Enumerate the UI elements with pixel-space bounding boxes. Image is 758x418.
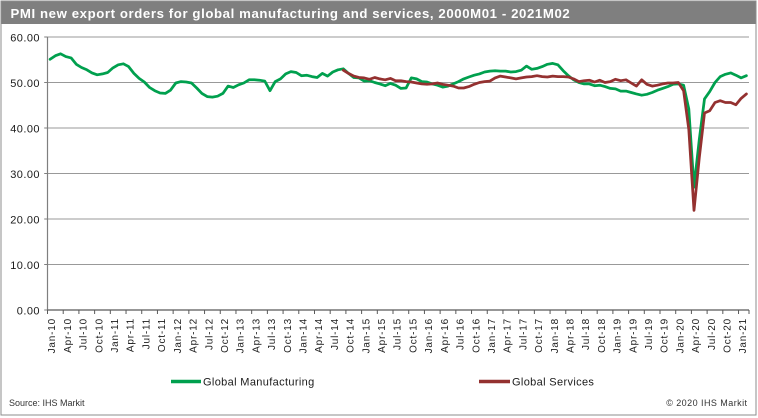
svg-text:Apr-20: Apr-20 — [691, 318, 702, 353]
svg-text:Apr-13: Apr-13 — [251, 318, 262, 353]
svg-text:Global Services: Global Services — [512, 377, 594, 389]
svg-text:Apr-11: Apr-11 — [126, 318, 137, 352]
svg-text:Jan-13: Jan-13 — [236, 318, 247, 353]
svg-text:Jan-18: Jan-18 — [550, 318, 561, 353]
svg-text:Jan-12: Jan-12 — [173, 318, 184, 353]
svg-text:Oct-17: Oct-17 — [534, 318, 545, 353]
svg-text:Apr-12: Apr-12 — [189, 318, 200, 353]
svg-text:Apr-17: Apr-17 — [503, 318, 514, 353]
svg-text:Jul-13: Jul-13 — [267, 318, 278, 350]
svg-text:Apr-14: Apr-14 — [314, 318, 325, 353]
svg-text:50.00: 50.00 — [10, 78, 40, 90]
svg-text:Jul-12: Jul-12 — [204, 318, 215, 350]
svg-text:10.00: 10.00 — [10, 260, 40, 272]
svg-text:0.00: 0.00 — [17, 305, 40, 317]
svg-text:Source: IHS Markit: Source: IHS Markit — [9, 398, 85, 408]
svg-text:Oct-20: Oct-20 — [723, 318, 734, 353]
svg-text:Oct-15: Oct-15 — [408, 318, 419, 353]
svg-text:Jul-16: Jul-16 — [456, 318, 467, 350]
svg-text:Oct-10: Oct-10 — [94, 318, 105, 353]
svg-text:Oct-13: Oct-13 — [283, 318, 294, 353]
svg-text:Oct-16: Oct-16 — [471, 318, 482, 353]
svg-text:Oct-18: Oct-18 — [597, 318, 608, 353]
svg-text:20.00: 20.00 — [10, 214, 40, 226]
svg-text:Jan-11: Jan-11 — [110, 318, 121, 353]
svg-text:Jul-11: Jul-11 — [141, 318, 152, 349]
svg-text:Global Manufacturing: Global Manufacturing — [203, 377, 315, 389]
svg-text:Oct-11: Oct-11 — [157, 318, 168, 352]
svg-text:Jul-17: Jul-17 — [518, 318, 529, 350]
svg-text:Jan-15: Jan-15 — [361, 318, 372, 353]
svg-text:© 2020 IHS Markit: © 2020 IHS Markit — [666, 398, 747, 408]
svg-text:Apr-10: Apr-10 — [63, 318, 74, 353]
svg-text:Apr-19: Apr-19 — [628, 318, 639, 353]
svg-text:Jan-20: Jan-20 — [675, 318, 686, 353]
svg-text:Jul-15: Jul-15 — [393, 318, 404, 350]
svg-text:Jul-20: Jul-20 — [707, 318, 718, 350]
svg-text:Jul-18: Jul-18 — [581, 318, 592, 350]
svg-text:Oct-12: Oct-12 — [220, 318, 231, 353]
svg-text:Oct-14: Oct-14 — [346, 318, 357, 353]
svg-text:Jul-10: Jul-10 — [79, 318, 90, 350]
svg-text:Jul-14: Jul-14 — [330, 318, 341, 350]
svg-text:Apr-18: Apr-18 — [566, 318, 577, 353]
svg-text:PMI new export orders for glob: PMI new export orders for global manufac… — [11, 6, 571, 21]
svg-text:Oct-19: Oct-19 — [660, 318, 671, 353]
svg-text:Apr-15: Apr-15 — [377, 318, 388, 353]
svg-text:Jan-19: Jan-19 — [613, 318, 624, 353]
svg-text:60.00: 60.00 — [10, 32, 40, 44]
svg-text:Jan-14: Jan-14 — [299, 318, 310, 353]
svg-text:Jan-16: Jan-16 — [424, 318, 435, 353]
svg-text:Jan-21: Jan-21 — [738, 318, 749, 353]
svg-text:Jul-19: Jul-19 — [644, 318, 655, 350]
svg-text:Jan-17: Jan-17 — [487, 318, 498, 353]
svg-text:Apr-16: Apr-16 — [440, 318, 451, 353]
svg-text:30.00: 30.00 — [10, 169, 40, 181]
svg-text:40.00: 40.00 — [10, 123, 40, 135]
svg-text:Jan-10: Jan-10 — [47, 318, 58, 353]
